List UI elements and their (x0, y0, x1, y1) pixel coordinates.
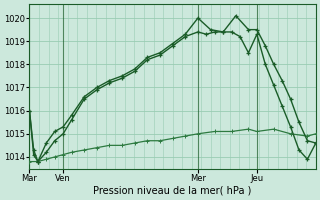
X-axis label: Pression niveau de la mer( hPa ): Pression niveau de la mer( hPa ) (93, 186, 252, 196)
